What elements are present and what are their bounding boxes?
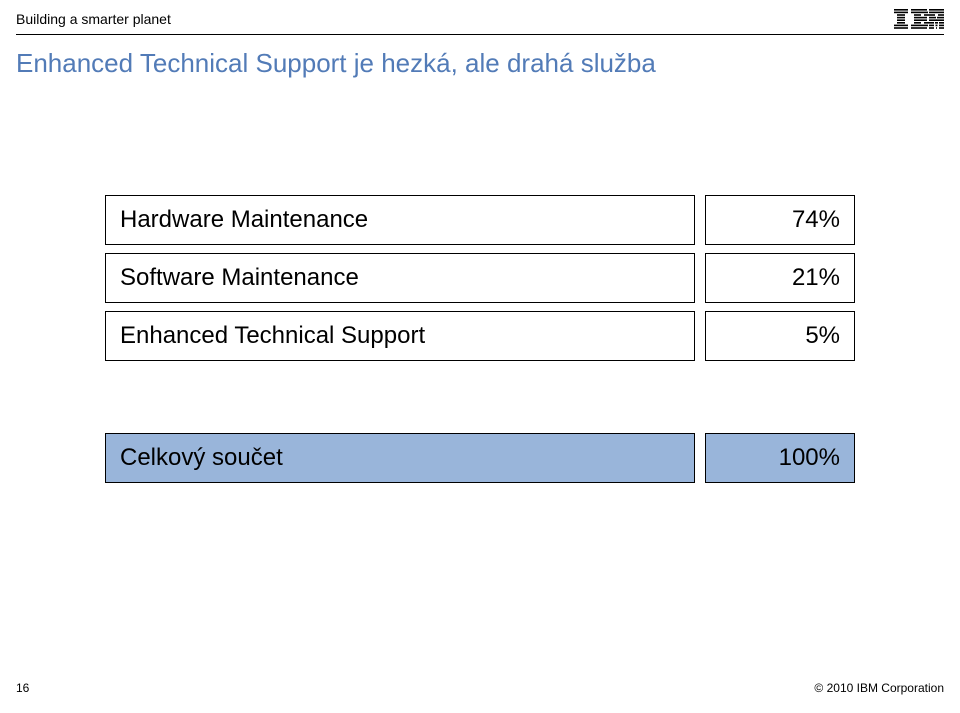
total-value: 100%: [705, 433, 855, 483]
slide: Building a smarter planet Enhanced Techn…: [0, 0, 960, 713]
footer: 16 © 2010 IBM Corporation: [16, 681, 944, 695]
table-row: Enhanced Technical Support 5%: [105, 311, 855, 361]
row-value: 5%: [705, 311, 855, 361]
table-row: Hardware Maintenance 74%: [105, 195, 855, 245]
row-value: 21%: [705, 253, 855, 303]
total-label: Celkový součet: [105, 433, 695, 483]
row-label: Enhanced Technical Support: [105, 311, 695, 361]
row-label: Hardware Maintenance: [105, 195, 695, 245]
total-row: Celkový součet 100%: [105, 433, 855, 483]
spacer: [105, 369, 855, 385]
header-tagline: Building a smarter planet: [16, 11, 171, 27]
page-number: 16: [16, 681, 29, 695]
copyright: © 2010 IBM Corporation: [814, 681, 944, 695]
cost-breakdown-table: Hardware Maintenance 74% Software Mainte…: [105, 195, 855, 491]
spacer: [105, 385, 855, 401]
row-value: 74%: [705, 195, 855, 245]
header-rule: [16, 34, 944, 35]
spacer: [105, 401, 855, 417]
ibm-logo-icon: [894, 9, 944, 29]
header-bar: Building a smarter planet: [0, 0, 960, 34]
page-title: Enhanced Technical Support je hezká, ale…: [16, 48, 656, 79]
spacer: [105, 417, 855, 433]
row-label: Software Maintenance: [105, 253, 695, 303]
table-row: Software Maintenance 21%: [105, 253, 855, 303]
